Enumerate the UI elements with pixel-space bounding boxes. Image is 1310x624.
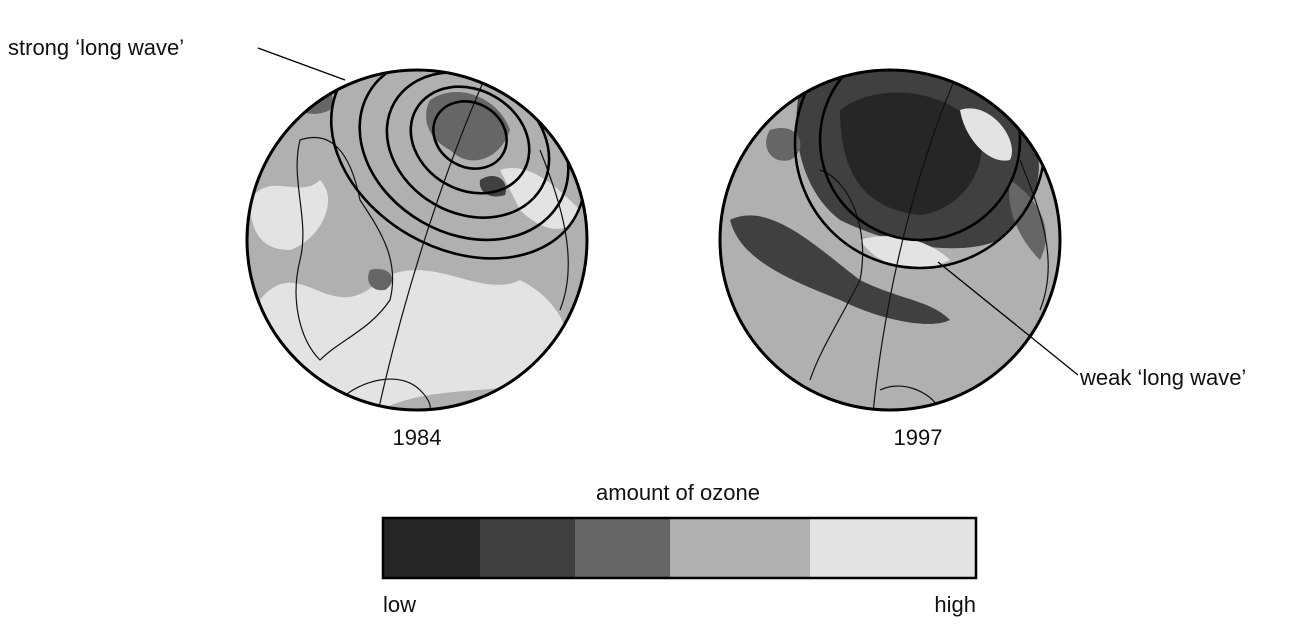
legend-low: low (383, 592, 416, 617)
year-label: 1984 (393, 425, 442, 450)
globe-1997 (720, 18, 1060, 450)
figure: strong ‘long wave’ 1984 weak ‘long wave’… (0, 0, 1310, 619)
legend-high: high (934, 592, 976, 617)
annotation: weak ‘long wave’ (1079, 365, 1246, 390)
legend-title: amount of ozone (596, 480, 760, 505)
color-scale (383, 518, 976, 578)
globe-1984 (247, 0, 624, 450)
annotation: strong ‘long wave’ (8, 35, 184, 60)
year-label: 1997 (894, 425, 943, 450)
